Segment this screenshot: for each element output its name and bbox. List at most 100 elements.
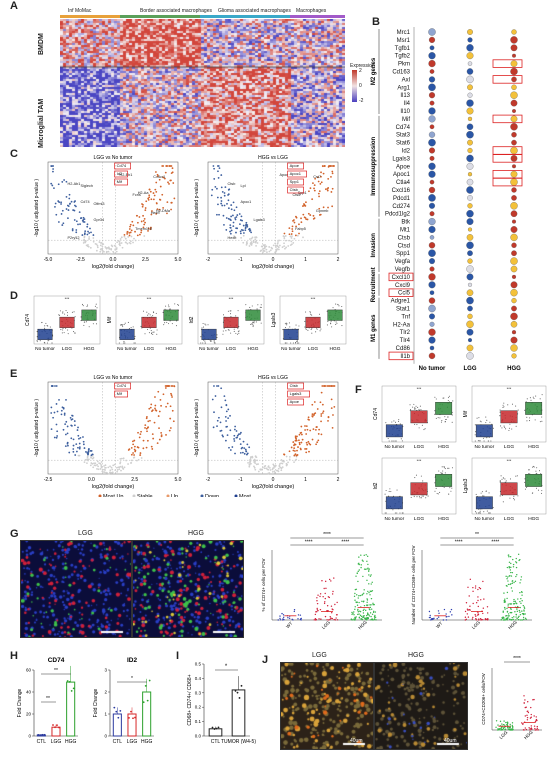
strip-point	[331, 611, 333, 614]
strip-point	[486, 606, 489, 608]
dotplot-dot	[467, 147, 473, 154]
sig-label: ****	[305, 540, 313, 546]
boxplot-jitter	[474, 424, 476, 426]
boxplot-jitter	[122, 326, 124, 328]
volcano-point	[158, 438, 161, 441]
volcano-point	[233, 428, 236, 431]
sig-label: ****	[455, 540, 463, 546]
strip-point	[448, 615, 450, 618]
volcano-point	[63, 414, 66, 416]
volcano-point	[114, 469, 117, 472]
volcano-point	[129, 242, 132, 245]
boxplot-jitter	[144, 333, 146, 335]
boxplot-jitter	[200, 342, 202, 344]
boxplot-jitter	[331, 326, 333, 328]
bar-point	[142, 701, 145, 704]
bar	[208, 728, 223, 737]
boxplot-jitter	[149, 314, 151, 316]
boxplot-jitter	[307, 329, 309, 331]
dotplot-gene-label: Tlr2	[400, 330, 411, 336]
boxplot-jitter	[477, 512, 479, 514]
volcano-point	[94, 462, 97, 465]
volcano-point	[81, 219, 84, 222]
boxplot-jitter	[384, 512, 386, 514]
volcano-point	[216, 165, 219, 167]
strip-point	[504, 619, 507, 621]
strip-point	[374, 614, 376, 617]
dotplot-gene-label: Cxcl9	[395, 283, 411, 289]
volcano-point	[323, 165, 326, 167]
volcano-gene-label: H2-Eb1	[120, 173, 133, 177]
volcano-point	[216, 425, 218, 428]
bar-ytick-label: 1	[104, 712, 107, 717]
volcano-point	[211, 188, 214, 191]
dotplot-dot	[429, 345, 435, 351]
sig-label: **	[46, 696, 50, 702]
strip-point	[362, 575, 364, 578]
strip-point	[511, 590, 514, 592]
volcano-point	[223, 192, 226, 194]
strip-point	[504, 599, 506, 602]
panel-label-c: C	[10, 148, 18, 160]
boxplot-category-label: No tumor	[199, 346, 219, 352]
strip-point	[330, 617, 332, 619]
volcano-point	[130, 446, 133, 449]
boxplot-jitter	[526, 420, 528, 422]
strip-point	[432, 618, 435, 620]
volcano-point	[133, 445, 136, 448]
dotplot-dot	[467, 139, 473, 146]
volcano-point	[216, 419, 219, 422]
dotplot-dot	[510, 226, 518, 233]
volcano-point	[243, 452, 246, 455]
volcano-point	[252, 240, 255, 242]
volcano-highlight-box	[287, 382, 304, 390]
boxplot-jitter	[311, 314, 313, 316]
volcano-point	[75, 450, 78, 453]
volcano-point	[66, 425, 69, 428]
volcano-point	[246, 242, 248, 245]
dotplot-dot	[428, 273, 436, 281]
boxplot-jitter	[475, 512, 477, 514]
strip-point	[472, 590, 474, 593]
boxplot-jitter	[95, 303, 97, 305]
strip-point	[370, 574, 372, 576]
strip-point	[512, 603, 515, 605]
volcano-point	[220, 186, 223, 189]
heatmap-group-label: Border associated macrophages	[140, 8, 212, 14]
strip-point	[329, 616, 331, 618]
boxplot-jitter	[238, 330, 240, 332]
boxplot-jitter	[441, 420, 443, 422]
bar-ylabel: Fold Change	[93, 688, 99, 717]
volcano-point	[113, 244, 116, 247]
volcano-point	[254, 240, 257, 243]
volcano-point	[223, 395, 226, 397]
volcano-point	[230, 208, 233, 211]
boxplot-jitter	[253, 322, 255, 324]
boxplot-jitter	[534, 419, 536, 421]
strip-point	[354, 606, 356, 608]
volcano-point	[278, 239, 281, 242]
volcano-point	[61, 224, 64, 226]
boxplot-jitter	[233, 330, 235, 332]
dotplot-dot	[428, 147, 436, 154]
strip-point	[366, 599, 369, 601]
boxplot-jitter	[216, 336, 218, 338]
strip-point	[517, 598, 519, 600]
heatmap-row-label-bmdm: BMDM	[38, 33, 45, 55]
dotplot-dot	[466, 178, 474, 186]
strip-point	[449, 611, 452, 613]
volcano-point	[166, 402, 169, 405]
boxplot-jitter	[535, 487, 538, 489]
strip-category-label: HGG	[507, 619, 518, 630]
boxplot-jitter	[341, 325, 343, 327]
volcano-point	[65, 180, 68, 183]
strip-point	[516, 610, 519, 613]
volcano-point	[296, 435, 298, 438]
volcano-point	[166, 201, 169, 204]
strip-point	[504, 726, 506, 729]
volcano-point	[98, 462, 100, 464]
strip-point	[282, 618, 284, 620]
volcano-point	[239, 452, 242, 454]
volcano-point	[140, 430, 142, 433]
boxplot-jitter	[166, 321, 168, 323]
